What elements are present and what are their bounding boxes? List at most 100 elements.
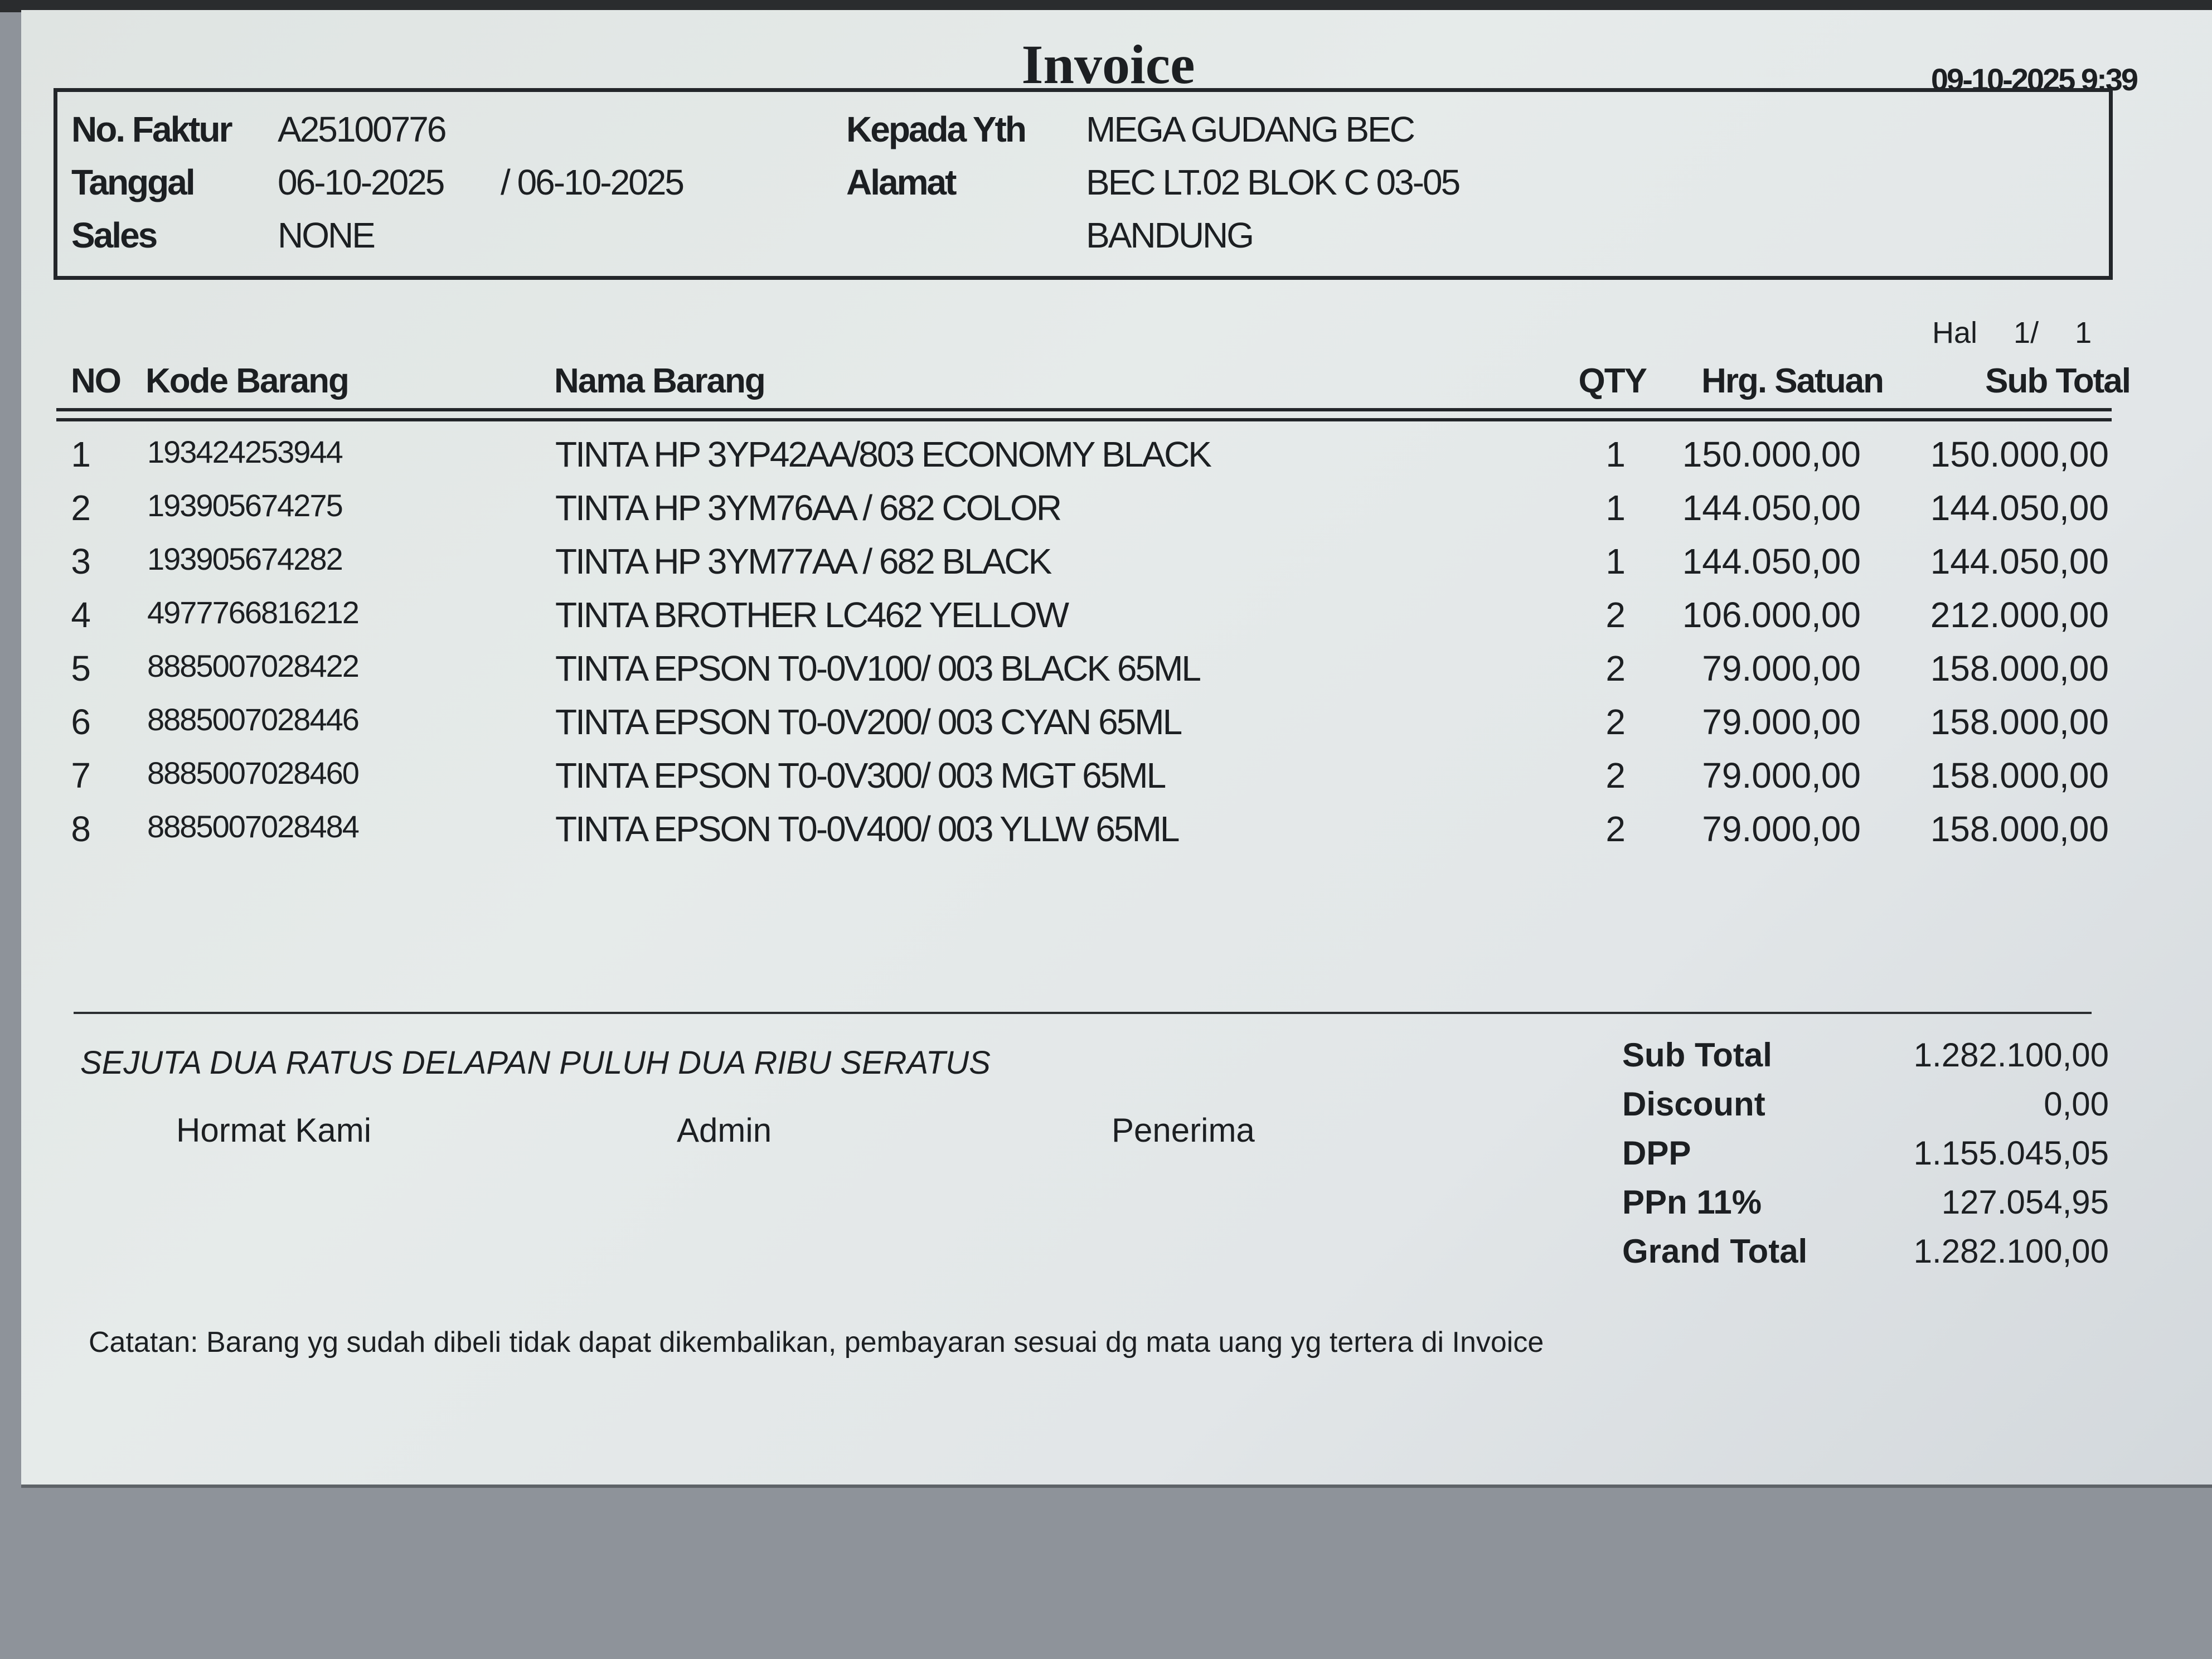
- item-name: TINTA EPSON T0-0V100/ 003 BLACK 65ML: [555, 648, 1201, 688]
- kepada-value: MEGA GUDANG BEC: [1086, 109, 1415, 149]
- col-no: NO: [71, 362, 122, 400]
- item-qty: 2: [1605, 755, 1626, 795]
- row-number: 7: [71, 755, 91, 795]
- table-row: 7 8885007028460 TINTA EPSON T0-0V300/ 003 …: [21, 755, 2195, 805]
- item-qty: 1: [1605, 488, 1626, 528]
- invoice-page: Invoice 09-10-2025 9:39 No. Faktur A2510…: [21, 10, 2212, 1488]
- item-unit-price: 79.000,00: [1702, 648, 1861, 688]
- col-code: Kode Barang: [145, 362, 350, 400]
- invoice-note: Catatan: Barang yg sudah dibeli tidak da…: [89, 1326, 1544, 1359]
- item-code: 193424253944: [147, 434, 343, 469]
- item-subtotal: 158.000,00: [1930, 648, 2109, 688]
- row-number: 4: [71, 595, 91, 635]
- tanggal-due-value: / 06-10-2025: [501, 162, 685, 202]
- item-unit-price: 106.000,00: [1682, 595, 1861, 635]
- row-number: 3: [71, 541, 91, 581]
- item-subtotal: 158.000,00: [1930, 809, 2109, 849]
- page-title: Invoice: [1021, 33, 1195, 95]
- page-indicator: Hal 1/ 1: [1932, 316, 2092, 350]
- alamat-line-1: BEC LT.02 BLOK C 03-05: [1086, 162, 1461, 202]
- header-divider: [56, 418, 2112, 421]
- table-row: 4 4977766816212 TINTA BROTHER LC462 YELLOW…: [21, 594, 2195, 644]
- grand-total-value: 1.282.100,00: [1913, 1233, 2109, 1270]
- table-row: 1 193424253944 TINTA HP 3YP42AA/803 ECONOM…: [21, 434, 2195, 484]
- page-total: 1: [2075, 316, 2092, 350]
- signature-penerima: Penerima: [1112, 1112, 1255, 1149]
- subtotal-value: 1.282.100,00: [1913, 1036, 2109, 1074]
- item-name: TINTA EPSON T0-0V200/ 003 CYAN 65ML: [555, 702, 1182, 742]
- dpp-label: DPP: [1622, 1134, 1691, 1172]
- table-row: 2 193905674275 TINTA HP 3YM76AA / 682 COLO…: [21, 487, 2195, 537]
- discount-label: Discount: [1622, 1085, 1765, 1123]
- row-number: 5: [71, 648, 91, 688]
- signature-admin: Admin: [677, 1112, 772, 1149]
- item-name: TINTA BROTHER LC462 YELLOW: [555, 595, 1069, 635]
- item-qty: 2: [1605, 595, 1626, 635]
- signature-hormat-kami: Hormat Kami: [176, 1112, 372, 1149]
- item-unit-price: 144.050,00: [1682, 488, 1861, 528]
- item-code: 8885007028484: [147, 809, 360, 844]
- discount-value: 0,00: [2044, 1085, 2109, 1123]
- item-unit-price: 150.000,00: [1682, 434, 1861, 474]
- row-number: 2: [71, 488, 91, 528]
- monitor-bezel: [0, 0, 2212, 12]
- alamat-label: Alamat: [846, 162, 957, 202]
- item-subtotal: 158.000,00: [1930, 755, 2109, 795]
- item-name: TINTA HP 3YP42AA/803 ECONOMY BLACK: [555, 434, 1212, 474]
- item-code: 4977766816212: [147, 595, 360, 630]
- item-unit-price: 79.000,00: [1702, 755, 1861, 795]
- item-qty: 1: [1605, 541, 1626, 581]
- item-name: TINTA EPSON T0-0V300/ 003 MGT 65ML: [555, 755, 1166, 795]
- item-qty: 2: [1605, 702, 1626, 742]
- dpp-value: 1.155.045,05: [1913, 1134, 2109, 1172]
- item-subtotal: 144.050,00: [1930, 488, 2109, 528]
- table-row: 6 8885007028446 TINTA EPSON T0-0V200/ 003 …: [21, 701, 2195, 751]
- row-number: 1: [71, 434, 91, 474]
- tanggal-label: Tanggal: [71, 162, 196, 202]
- footer-divider: [74, 1012, 2092, 1014]
- item-subtotal: 212.000,00: [1930, 595, 2109, 635]
- sales-label: Sales: [71, 215, 158, 255]
- item-subtotal: 158.000,00: [1930, 702, 2109, 742]
- tanggal-value: 06-10-2025: [278, 162, 445, 202]
- subtotal-label: Sub Total: [1622, 1036, 1772, 1074]
- table-row: 3 193905674282 TINTA HP 3YM77AA / 682 BLAC…: [21, 541, 2195, 591]
- item-qty: 2: [1605, 809, 1626, 849]
- col-name: Nama Barang: [554, 362, 766, 400]
- col-price: Hrg. Satuan: [1701, 362, 1884, 400]
- kepada-label: Kepada Yth: [846, 109, 1027, 149]
- ppn-value: 127.054,95: [1941, 1183, 2109, 1221]
- row-number: 8: [71, 809, 91, 849]
- no-faktur-value: A25100776: [278, 109, 447, 149]
- item-unit-price: 79.000,00: [1702, 809, 1861, 849]
- item-code: 8885007028460: [147, 755, 360, 790]
- table-row: 5 8885007028422 TINTA EPSON T0-0V100/ 003 …: [21, 648, 2195, 698]
- amount-in-words: SEJUTA DUA RATUS DELAPAN PULUH DUA RIBU …: [80, 1045, 991, 1081]
- row-number: 6: [71, 702, 91, 742]
- table-row: 8 8885007028484 TINTA EPSON T0-0V400/ 003 …: [21, 808, 2195, 858]
- item-name: TINTA HP 3YM76AA / 682 COLOR: [555, 488, 1062, 528]
- item-code: 193905674282: [147, 541, 343, 576]
- header-divider: [56, 408, 2112, 411]
- item-name: TINTA EPSON T0-0V400/ 003 YLLW 65ML: [555, 809, 1180, 849]
- item-subtotal: 150.000,00: [1930, 434, 2109, 474]
- col-subtotal: Sub Total: [1985, 362, 2131, 400]
- page-label: Hal: [1932, 316, 1978, 350]
- col-qty: QTY: [1578, 362, 1647, 400]
- grand-total-label: Grand Total: [1622, 1233, 1808, 1270]
- item-unit-price: 144.050,00: [1682, 541, 1861, 581]
- item-subtotal: 144.050,00: [1930, 541, 2109, 581]
- no-faktur-label: No. Faktur: [71, 109, 232, 149]
- item-unit-price: 79.000,00: [1702, 702, 1861, 742]
- item-code: 8885007028446: [147, 702, 360, 737]
- item-qty: 2: [1605, 648, 1626, 688]
- page-current: 1/: [2014, 316, 2039, 350]
- ppn-label: PPn 11%: [1622, 1183, 1762, 1221]
- item-code: 193905674275: [147, 488, 343, 523]
- alamat-line-2: BANDUNG: [1086, 215, 1254, 255]
- item-name: TINTA HP 3YM77AA / 682 BLACK: [555, 541, 1052, 581]
- item-code: 8885007028422: [147, 648, 360, 683]
- invoice-header-box: No. Faktur A25100776 Tanggal 06-10-2025 …: [54, 88, 2113, 280]
- item-qty: 1: [1605, 434, 1626, 474]
- sales-value: NONE: [278, 215, 376, 255]
